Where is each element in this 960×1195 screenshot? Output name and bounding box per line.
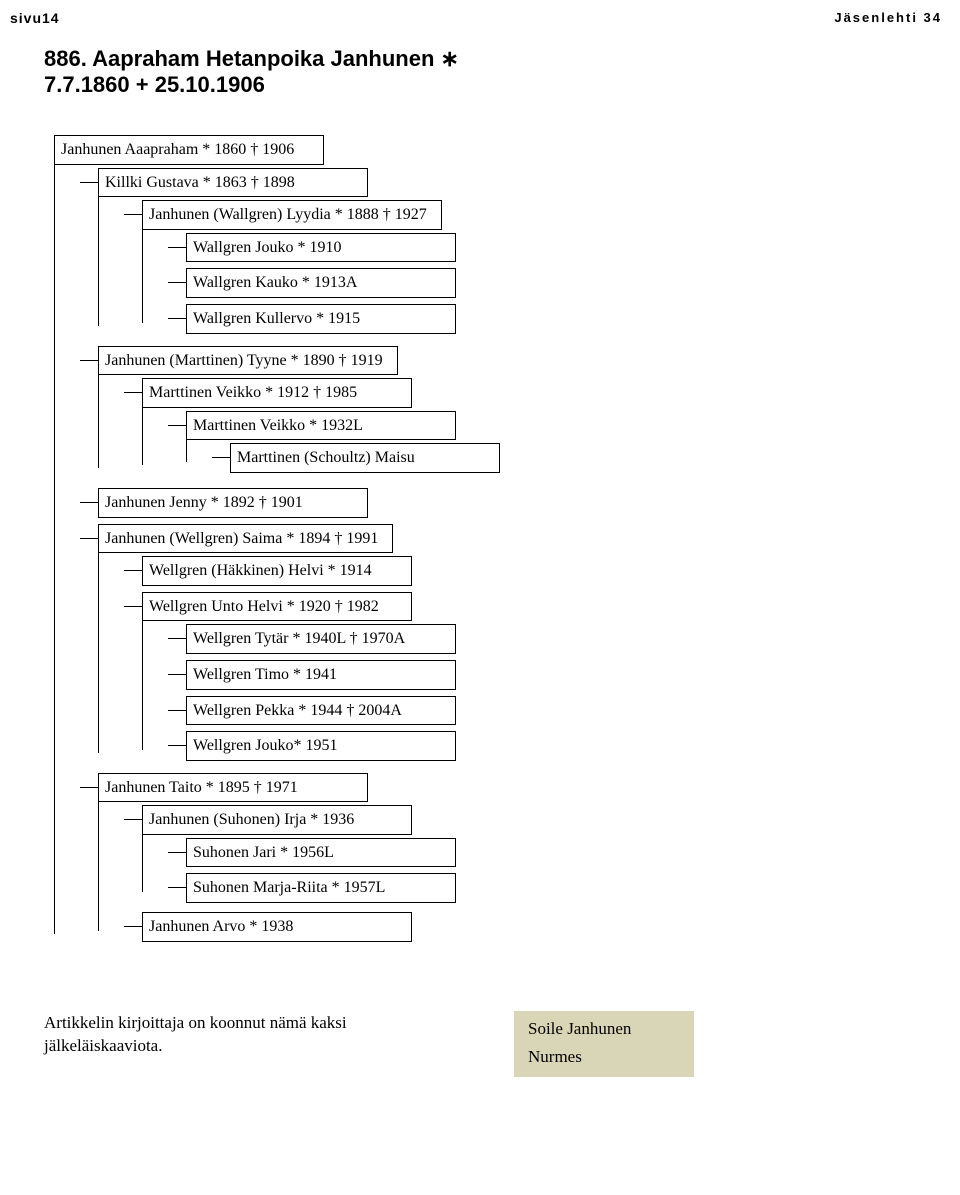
author-place: Nurmes [528, 1047, 674, 1067]
tree-node: Janhunen (Suhonen) Irja * 1936 [142, 805, 412, 835]
tree-node: Wallgren Kauko * 1913A [186, 268, 456, 298]
publication-header: Jäsenlehti 34 [834, 10, 942, 25]
tree-node: Wellgren Timo * 1941 [186, 660, 456, 690]
tree-node: Janhunen (Marttinen) Tyyne * 1890 † 1919 [98, 346, 398, 376]
tree-node: Janhunen Jenny * 1892 † 1901 [98, 488, 368, 518]
tree-node: Janhunen Taito * 1895 † 1971 [98, 773, 368, 803]
title-line-2: 7.7.1860 + 25.10.1906 [44, 72, 930, 98]
tree-node: Wellgren Pekka * 1944 † 2004A [186, 696, 456, 726]
tree-node: Marttinen Veikko * 1932L [186, 411, 456, 441]
tree-node: Marttinen (Schoultz) Maisu [230, 443, 500, 473]
author-name: Soile Janhunen [528, 1019, 674, 1039]
descendant-tree: Janhunen Aaapraham * 1860 † 1906 Killki … [54, 132, 930, 951]
footer-note: Artikkelin kirjoittaja on koonnut nämä k… [44, 1011, 464, 1059]
tree-node: Janhunen Aaapraham * 1860 † 1906 [54, 135, 324, 165]
page-title-block: 886. Aapraham Hetanpoika Janhunen ∗ 7.7.… [44, 46, 930, 98]
tree-node: Wallgren Jouko * 1910 [186, 233, 456, 263]
author-box: Soile Janhunen Nurmes [514, 1011, 694, 1077]
tree-node: Wellgren Tytär * 1940L † 1970A [186, 624, 456, 654]
tree-node: Suhonen Jari * 1956L [186, 838, 456, 868]
tree-node: Wellgren Jouko* 1951 [186, 731, 456, 761]
tree-node: Wellgren (Häkkinen) Helvi * 1914 [142, 556, 412, 586]
tree-node: Wellgren Unto Helvi * 1920 † 1982 [142, 592, 412, 622]
title-line-1: 886. Aapraham Hetanpoika Janhunen ∗ [44, 46, 930, 72]
tree-node: Killki Gustava * 1863 † 1898 [98, 168, 368, 198]
tree-node: Janhunen (Wallgren) Lyydia * 1888 † 1927 [142, 200, 442, 230]
tree-node: Marttinen Veikko * 1912 † 1985 [142, 378, 412, 408]
tree-node: Janhunen Arvo * 1938 [142, 912, 412, 942]
tree-node: Suhonen Marja-Riita * 1957L [186, 873, 456, 903]
tree-node: Janhunen (Wellgren) Saima * 1894 † 1991 [98, 524, 393, 554]
tree-node: Wallgren Kullervo * 1915 [186, 304, 456, 334]
page-number-left: sivu14 [10, 10, 60, 26]
